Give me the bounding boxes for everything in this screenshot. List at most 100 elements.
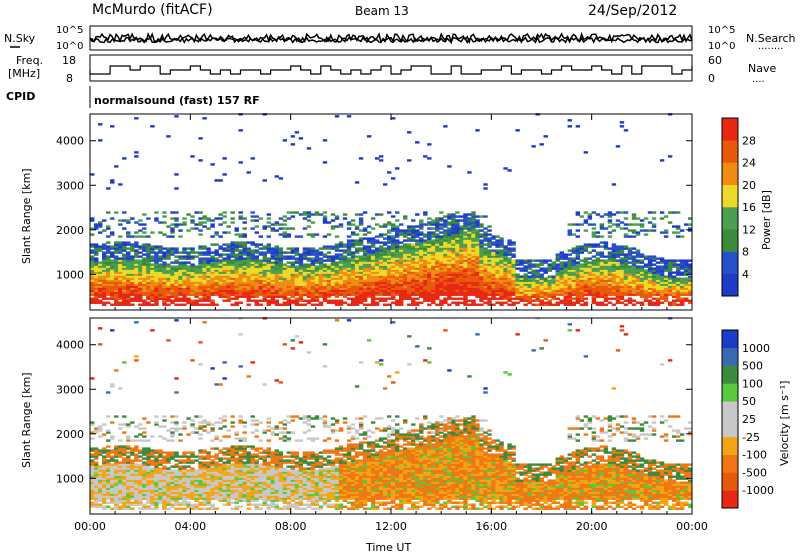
power-cell bbox=[382, 287, 388, 290]
power-cell bbox=[643, 293, 649, 296]
power-cell bbox=[282, 265, 288, 268]
power-cell bbox=[226, 255, 231, 258]
power-cell bbox=[102, 287, 107, 290]
power-cell bbox=[166, 279, 171, 282]
power-cell bbox=[286, 211, 292, 214]
power-cell bbox=[374, 291, 380, 294]
power-cell bbox=[567, 301, 572, 304]
power-cell bbox=[342, 245, 348, 248]
power-cell bbox=[607, 269, 613, 272]
power-cell bbox=[675, 269, 681, 272]
velocity-cell bbox=[118, 487, 123, 490]
velocity-cell bbox=[110, 483, 115, 486]
power-cell bbox=[419, 267, 424, 270]
power-cell bbox=[102, 255, 107, 258]
power-cell bbox=[362, 211, 368, 214]
power-cell bbox=[571, 233, 577, 236]
velocity-cell bbox=[122, 423, 127, 426]
power-cell bbox=[607, 287, 613, 290]
power-cell bbox=[350, 233, 356, 236]
power-cell bbox=[386, 241, 392, 244]
power-cell bbox=[607, 211, 613, 214]
power-cell bbox=[362, 259, 368, 262]
power-cell bbox=[146, 255, 151, 258]
velocity-cell bbox=[122, 461, 127, 464]
power-cell bbox=[214, 279, 219, 282]
power-cell bbox=[487, 239, 492, 242]
power-cell bbox=[234, 267, 239, 270]
power-cell bbox=[234, 265, 239, 268]
power-cell bbox=[114, 251, 119, 254]
power-cell bbox=[370, 227, 376, 230]
power-cell bbox=[671, 277, 677, 280]
power-cell bbox=[106, 245, 111, 248]
power-cell bbox=[270, 295, 276, 298]
power-cell bbox=[491, 291, 496, 294]
power-cell bbox=[491, 289, 496, 292]
power-cell bbox=[471, 267, 476, 270]
power-cell bbox=[507, 281, 512, 284]
power-cell bbox=[354, 301, 360, 304]
power-cell bbox=[595, 285, 601, 288]
power-cell bbox=[366, 259, 372, 262]
power-cell bbox=[270, 287, 276, 290]
power-cell bbox=[138, 277, 143, 280]
power-cell bbox=[683, 287, 689, 290]
power-cell bbox=[663, 277, 669, 280]
power-cell bbox=[334, 255, 340, 258]
power-cell bbox=[106, 287, 111, 290]
power-cell bbox=[226, 249, 231, 252]
power-cell bbox=[547, 303, 552, 306]
power-cell bbox=[467, 257, 472, 260]
power-cell bbox=[334, 115, 340, 118]
power-cell bbox=[370, 241, 376, 244]
power-cell bbox=[423, 247, 428, 250]
power-cell bbox=[519, 281, 524, 284]
power-cell bbox=[415, 239, 420, 242]
power-cell bbox=[523, 269, 528, 272]
power-cell bbox=[258, 281, 263, 284]
power-cell bbox=[186, 287, 191, 290]
power-cell bbox=[198, 229, 203, 232]
power-cell bbox=[515, 287, 520, 290]
velocity-cell bbox=[98, 491, 103, 494]
power-cell bbox=[571, 247, 577, 250]
power-cell bbox=[631, 285, 637, 288]
power-cell bbox=[675, 295, 681, 298]
power-cell bbox=[427, 221, 432, 224]
power-cell bbox=[467, 273, 472, 276]
power-cell bbox=[559, 263, 564, 266]
power-cell bbox=[675, 285, 681, 288]
power-cell bbox=[511, 303, 516, 306]
power-cell bbox=[238, 291, 243, 294]
power-cell bbox=[318, 261, 324, 264]
power-cell bbox=[443, 285, 448, 288]
power-cell bbox=[455, 219, 460, 222]
power-cell bbox=[455, 285, 460, 288]
power-cell bbox=[138, 285, 143, 288]
power-cell bbox=[623, 129, 629, 132]
power-cell bbox=[246, 261, 251, 264]
power-cell bbox=[563, 271, 568, 274]
power-cell bbox=[563, 281, 568, 284]
power-cell bbox=[419, 275, 424, 278]
power-cell bbox=[399, 303, 404, 306]
power-cell bbox=[382, 251, 388, 254]
velocity-cell bbox=[110, 493, 115, 496]
power-cell bbox=[563, 267, 568, 270]
power-cell bbox=[290, 289, 296, 292]
power-cell bbox=[194, 279, 199, 282]
power-cell bbox=[455, 253, 460, 256]
power-cell bbox=[423, 273, 428, 276]
power-cell bbox=[567, 125, 572, 128]
power-cell bbox=[395, 259, 400, 262]
power-cell bbox=[202, 259, 207, 262]
power-cell bbox=[154, 275, 159, 278]
power-cell bbox=[254, 283, 259, 286]
power-cell bbox=[354, 247, 360, 250]
power-cell bbox=[631, 293, 637, 296]
power-cell bbox=[459, 235, 464, 238]
velocity-cell bbox=[90, 503, 95, 506]
power-cell bbox=[395, 255, 400, 258]
power-cell bbox=[443, 289, 448, 292]
